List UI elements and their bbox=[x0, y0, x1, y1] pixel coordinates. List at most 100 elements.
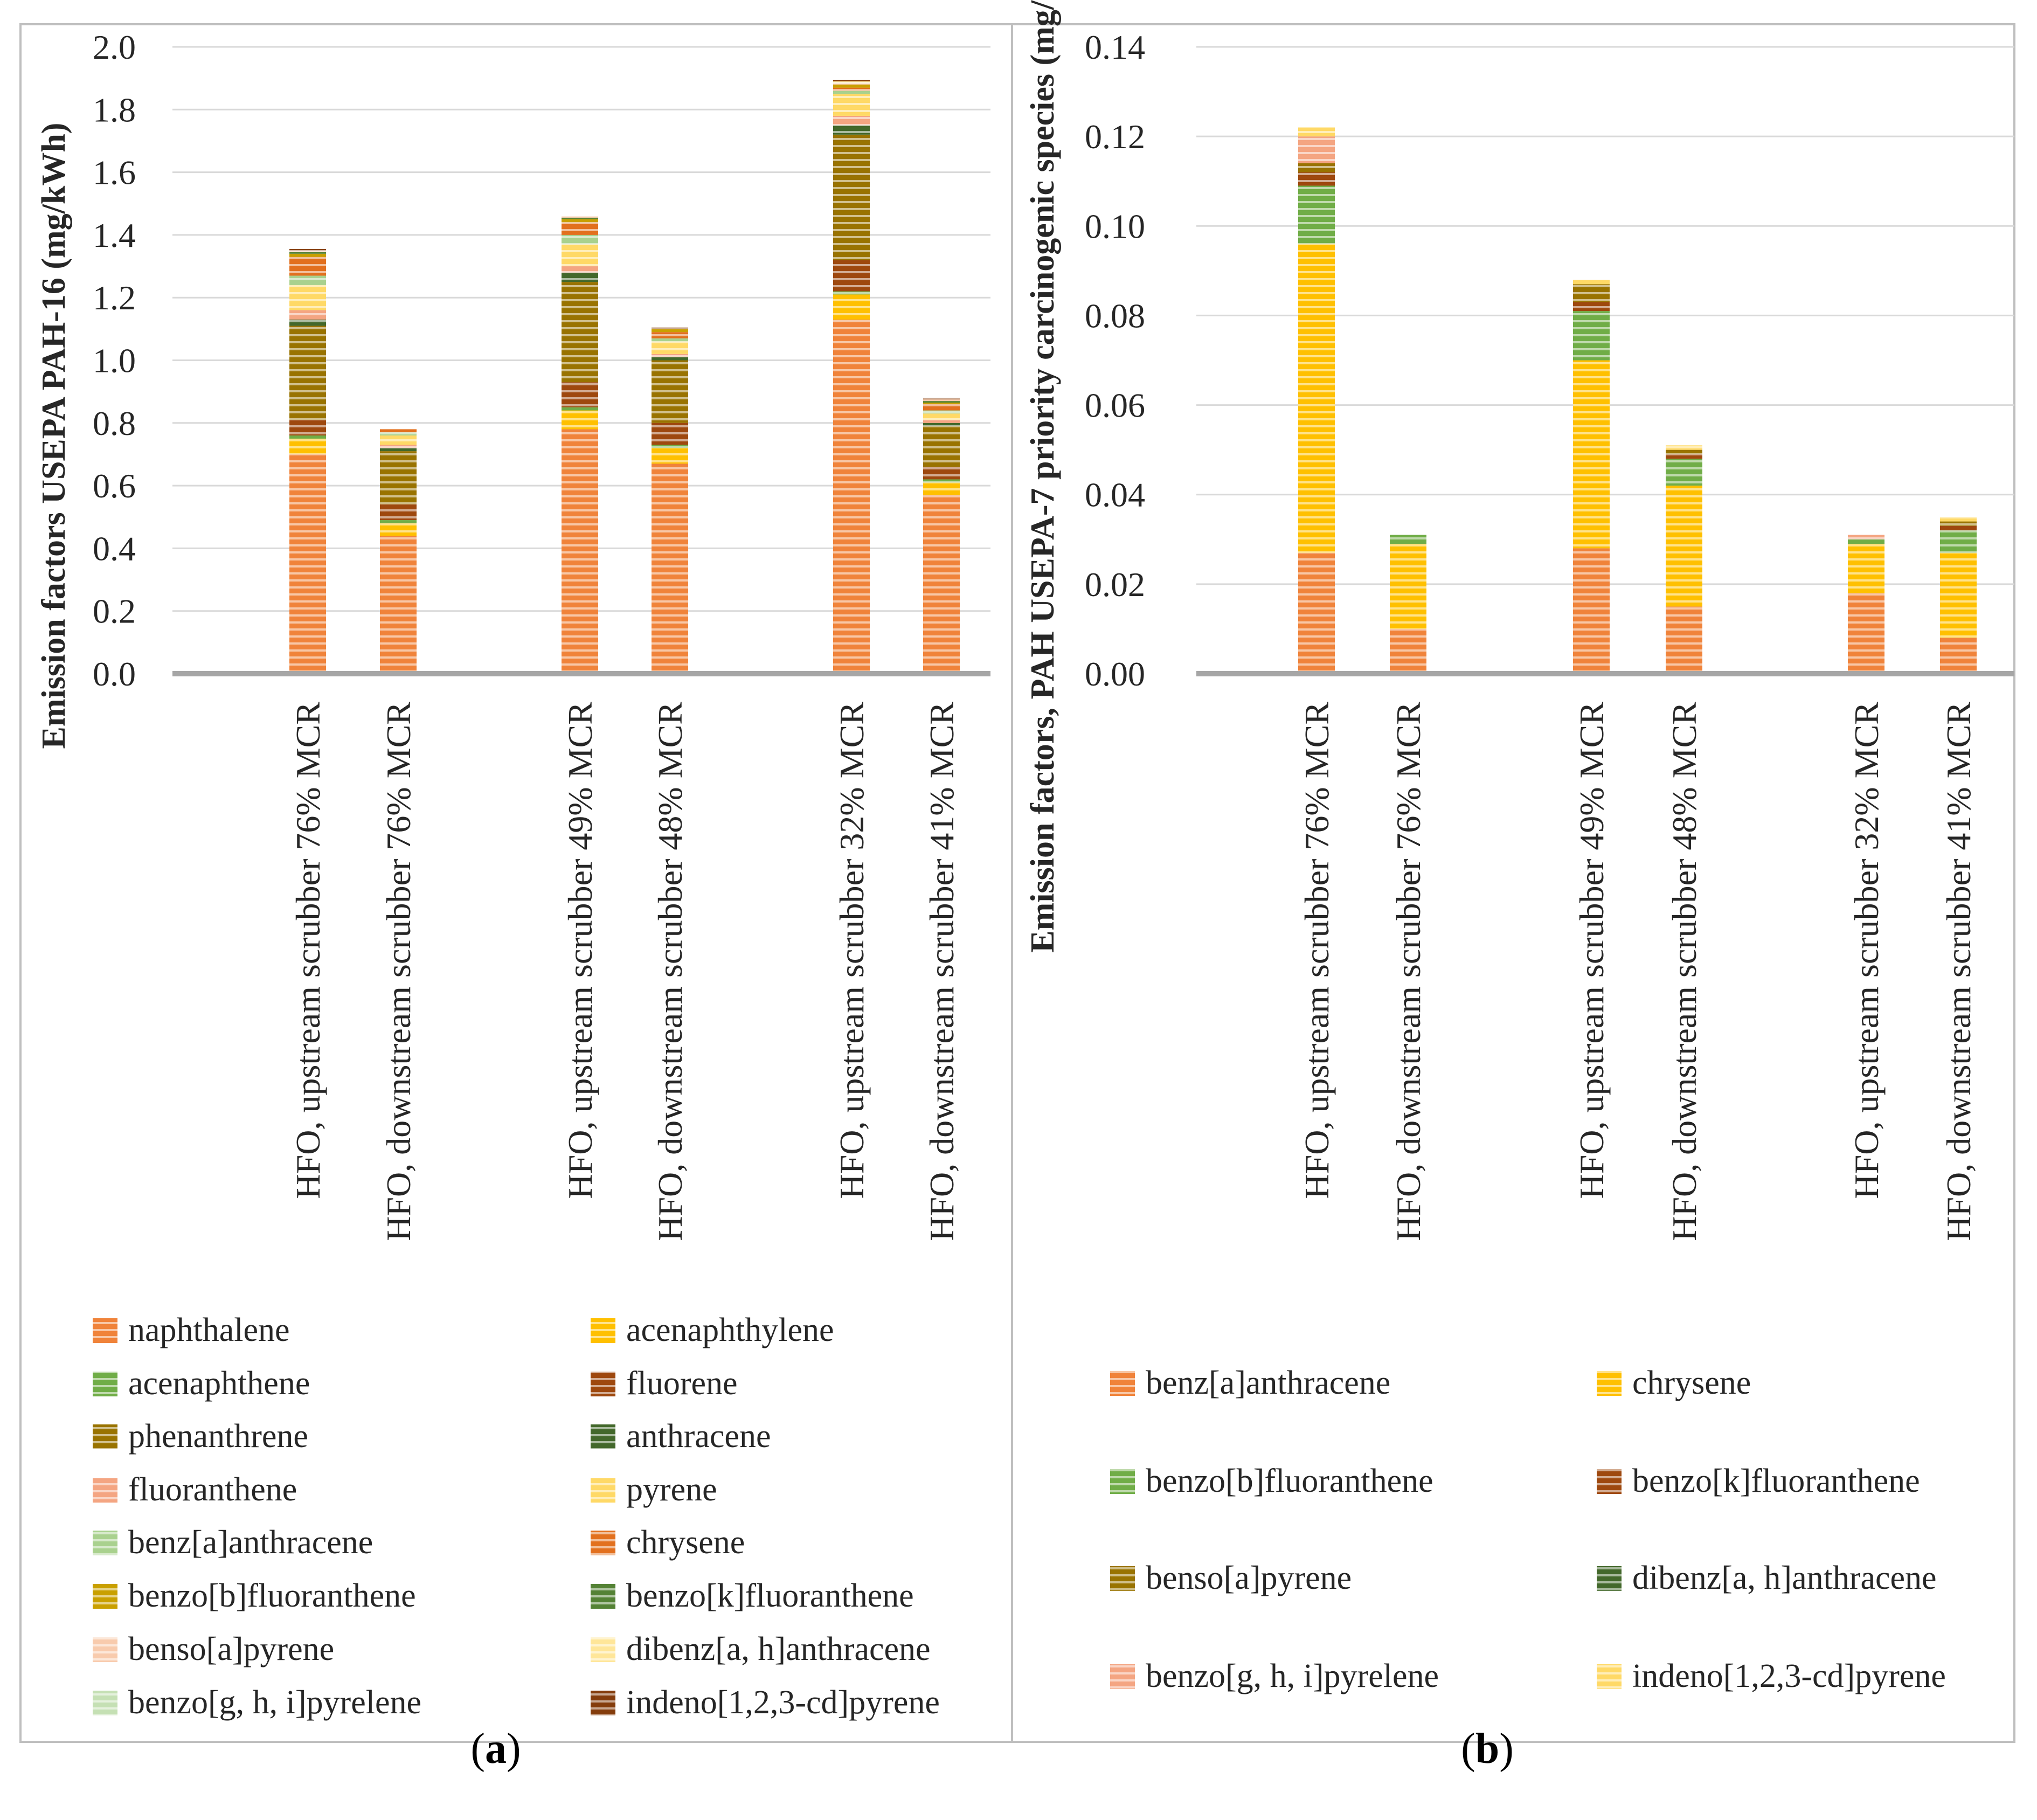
bar-a-3-benzo-b-fluoranthene bbox=[562, 219, 598, 223]
x-tick-label-b-6: HFO, downstream scrubber 41% MCR bbox=[1939, 702, 1978, 1241]
legend-swatch bbox=[93, 1637, 117, 1662]
legend-label: benz[a]anthracene bbox=[128, 1524, 373, 1561]
bar-a-5-fluorene bbox=[833, 260, 870, 292]
legend-item-a-indeno-1-2-3-cd-pyrene: indeno[1,2,3-cd]pyrene bbox=[591, 1684, 940, 1721]
bar-a-6-phenanthrene bbox=[923, 426, 960, 467]
bar-a-2-fluorene bbox=[380, 504, 417, 521]
y-tick-label-a-0: 0.0 bbox=[93, 655, 136, 693]
bar-a-4-naphthalene bbox=[652, 463, 688, 674]
caption-b-letter: b bbox=[1475, 1725, 1500, 1773]
bar-a-6-chrysene bbox=[923, 404, 960, 411]
bar-a-4-fluorene bbox=[652, 423, 688, 445]
legend-swatch bbox=[93, 1691, 117, 1715]
bar-a-3-anthracene bbox=[562, 272, 598, 282]
x-tick-label-a-2: HFO, downstream scrubber 76% MCR bbox=[379, 702, 418, 1241]
legend-item-a-phenanthrene: phenanthrene bbox=[93, 1418, 308, 1455]
legend-item-b-benso-a-pyrene: benso[a]pyrene bbox=[1110, 1560, 1352, 1596]
y-tick-label-b-4: 0.08 bbox=[1085, 296, 1145, 335]
bar-a-6-anthracene bbox=[923, 423, 960, 426]
bar-b-1-benso-a-pyrene bbox=[1298, 163, 1335, 172]
bar-b-1-indeno-1-2-3-cd-pyrene bbox=[1298, 127, 1335, 137]
legend-swatch bbox=[1597, 1566, 1622, 1591]
legend-item-a-acenaphthylene: acenaphthylene bbox=[591, 1312, 834, 1348]
bar-b-6-benzo-b-fluoranthene bbox=[1940, 530, 1977, 553]
bar-a-4-benz-a-anthracene bbox=[652, 338, 688, 342]
legend-item-a-naphthalene: naphthalene bbox=[93, 1312, 290, 1348]
bar-a-4-acenaphthene bbox=[652, 445, 688, 448]
bar-b-6-indeno-1-2-3-cd-pyrene bbox=[1940, 517, 1977, 522]
bar-a-1-phenanthrene bbox=[289, 326, 326, 420]
bar-a-1-fluoranthene bbox=[289, 310, 326, 320]
legend-item-a-anthracene: anthracene bbox=[591, 1418, 771, 1455]
legend-label: phenanthrene bbox=[128, 1418, 308, 1455]
legend-item-a-benso-a-pyrene: benso[a]pyrene bbox=[93, 1631, 334, 1667]
chart-a: 0.0 0.2 0.4 0.6 0.8 1.0 1.2 1.4 1.6 1.8 2.0 HFO, up… bbox=[36, 28, 990, 1721]
bar-a-4-pyrene bbox=[652, 341, 688, 354]
y-tick-label-a-5: 1.0 bbox=[93, 342, 136, 380]
legend-label: acenaphthylene bbox=[626, 1312, 834, 1348]
legend-item-b-chrysene: chrysene bbox=[1597, 1365, 1751, 1401]
bar-a-1-chrysene bbox=[289, 257, 326, 276]
legend-label: benz[a]anthracene bbox=[1146, 1365, 1390, 1401]
bar-a-1-benz-a-anthracene bbox=[289, 275, 326, 285]
x-tick-label-a-6: HFO, downstream scrubber 41% MCR bbox=[923, 702, 961, 1241]
bar-a-5-indeno-1-2-3-cd-pyrene bbox=[833, 80, 870, 81]
bar-b-6-benz-a-anthracene bbox=[1940, 638, 1977, 674]
bar-a-4-phenanthrene bbox=[652, 360, 688, 423]
bar-a-2-phenanthrene bbox=[380, 451, 417, 504]
bar-a-2-fluoranthene bbox=[380, 445, 417, 448]
x-tick-label-b-1: HFO, upstream scrubber 76% MCR bbox=[1298, 702, 1336, 1199]
bar-b-1-benz-a-anthracene bbox=[1298, 552, 1335, 674]
legend-swatch bbox=[93, 1424, 117, 1449]
bar-a-6-benzo-b-fluoranthene bbox=[923, 403, 960, 404]
legend-label: benzo[k]fluoranthene bbox=[1632, 1463, 1920, 1499]
bar-a-1-benzo-k-fluoranthene bbox=[289, 252, 326, 254]
legend-item-a-benzo-k-fluoranthene: benzo[k]fluoranthene bbox=[591, 1577, 914, 1614]
bar-a-1-benso-a-pyrene bbox=[289, 250, 326, 252]
bar-a-5-benso-a-pyrene bbox=[833, 82, 870, 85]
bar-b-4-benzo-k-fluoranthene bbox=[1666, 454, 1702, 459]
bar-a-3-pyrene bbox=[562, 244, 598, 267]
x-tick-label-b-3: HFO, upstream scrubber 49% MCR bbox=[1572, 702, 1611, 1199]
bar-a-1-fluorene bbox=[289, 419, 326, 436]
caption-b-close: ) bbox=[1499, 1725, 1514, 1773]
bar-b-6-benso-a-pyrene bbox=[1940, 521, 1977, 526]
legend-label: benso[a]pyrene bbox=[128, 1631, 334, 1667]
bar-b-3-indeno-1-2-3-cd-pyrene bbox=[1573, 279, 1610, 285]
legend-label: benzo[b]fluoranthene bbox=[128, 1577, 416, 1614]
legend-swatch bbox=[93, 1531, 117, 1555]
bar-a-5-benzo-b-fluoranthene bbox=[833, 84, 870, 88]
legend-label: fluoranthene bbox=[128, 1471, 297, 1508]
legend-label: benzo[g, h, i]pyrelene bbox=[128, 1684, 421, 1721]
y-tick-label-b-1: 0.02 bbox=[1085, 565, 1145, 604]
legend-label: dibenz[a, h]anthracene bbox=[1632, 1560, 1937, 1596]
legend-item-a-benz-a-anthracene: benz[a]anthracene bbox=[93, 1524, 373, 1561]
legend-swatch bbox=[591, 1424, 615, 1449]
legend-item-b-benzo-b-fluoranthene: benzo[b]fluoranthene bbox=[1110, 1463, 1433, 1499]
y-axis-label-b: Emission factors, PAH USEPA-7 priority c… bbox=[1024, 0, 1061, 953]
x-tick-label-b-2: HFO, downstream scrubber 76% MCR bbox=[1389, 702, 1428, 1241]
bar-a-5-phenanthrene bbox=[833, 134, 870, 260]
bar-b-6-chrysene bbox=[1940, 552, 1977, 638]
bar-b-3-benz-a-anthracene bbox=[1573, 548, 1610, 674]
bar-a-3-naphthalene bbox=[562, 429, 598, 674]
x-tick-label-a-3: HFO, upstream scrubber 49% MCR bbox=[561, 702, 599, 1199]
legend-swatch bbox=[591, 1637, 615, 1662]
legend-item-a-benzo-g-h-i-pyrelene: benzo[g, h, i]pyrelene bbox=[93, 1684, 421, 1721]
bar-a-4-chrysene bbox=[652, 332, 688, 338]
bar-a-2-acenaphthylene bbox=[380, 523, 417, 536]
bar-b-1-benzo-g-h-i-pyrelene bbox=[1298, 136, 1335, 163]
bar-a-5-pyrene bbox=[833, 94, 870, 116]
legend-label: indeno[1,2,3-cd]pyrene bbox=[626, 1684, 940, 1721]
legend-swatch bbox=[1110, 1469, 1135, 1494]
bar-a-5-chrysene bbox=[833, 87, 870, 91]
bar-a-5-dibenz-a-h-anthracene bbox=[833, 81, 870, 83]
bar-a-3-chrysene bbox=[562, 222, 598, 235]
bar-a-1-indeno-1-2-3-cd-pyrene bbox=[289, 249, 326, 251]
legend-label: benzo[b]fluoranthene bbox=[1146, 1463, 1433, 1499]
bar-b-2-benz-a-anthracene bbox=[1390, 628, 1426, 674]
bar-a-1-naphthalene bbox=[289, 454, 326, 674]
y-tick-label-a-8: 1.6 bbox=[93, 154, 136, 192]
bar-a-4-indeno-1-2-3-cd-pyrene bbox=[652, 327, 688, 329]
x-tick-label-a-4: HFO, downstream scrubber 48% MCR bbox=[651, 702, 689, 1241]
